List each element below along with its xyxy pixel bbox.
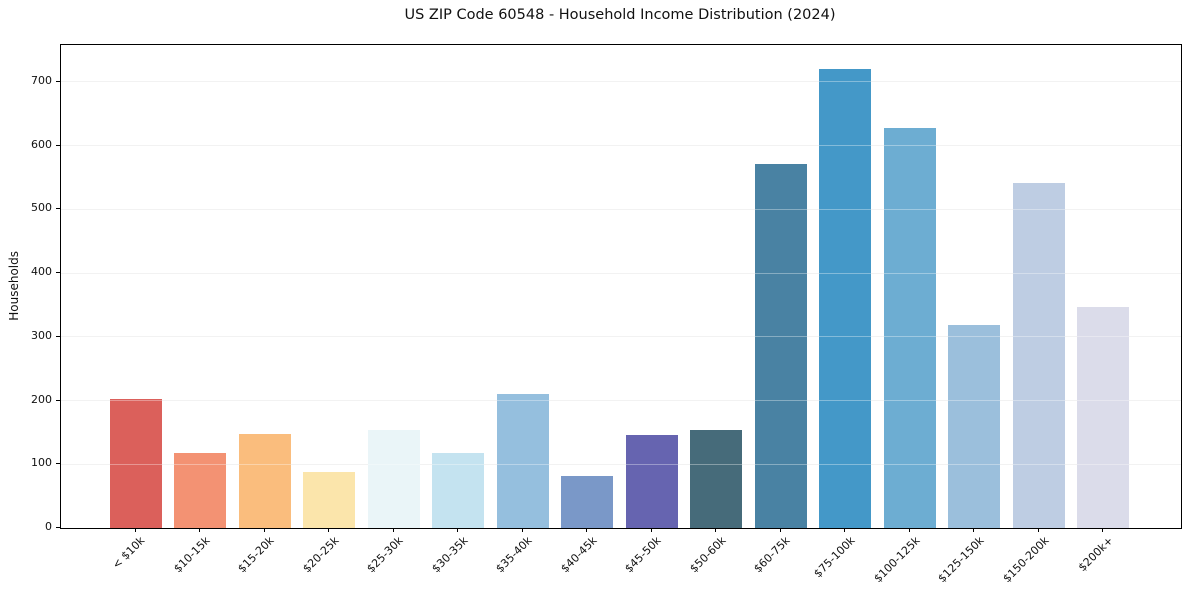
x-tick-5 xyxy=(457,528,459,532)
x-tick-14 xyxy=(1037,528,1039,532)
gridline-y-100 xyxy=(61,463,1181,465)
x-tick-label-75-100k: $75-100k xyxy=(811,534,858,581)
x-tick-7 xyxy=(586,528,588,532)
x-tick-12 xyxy=(908,528,910,532)
x-tick-label-35-40k: $35-40k xyxy=(493,534,535,576)
x-tick-label-100-125k: $100-125k xyxy=(870,534,923,586)
gridline-y-400 xyxy=(61,272,1181,274)
x-tick-label-45-50k: $45-50k xyxy=(622,534,664,576)
x-tick-label-10-15k: $10-15k xyxy=(170,534,213,576)
x-tick-label-25-30k: $25-30k xyxy=(364,534,406,576)
bar-125-150k xyxy=(948,325,1001,528)
bar-35-40k xyxy=(496,393,549,528)
y-tick-label-600: 600 xyxy=(31,137,52,151)
y-tick-0 xyxy=(56,527,60,528)
gridline-y-300 xyxy=(61,336,1181,338)
y-tick-label-200: 200 xyxy=(31,392,52,406)
x-tick-11 xyxy=(844,528,846,532)
gridline-y-600 xyxy=(61,145,1181,147)
gridline-overlay-y-500 xyxy=(61,208,1181,210)
y-tick-label-300: 300 xyxy=(31,328,52,342)
x-tick-label-20-25k: $20-25k xyxy=(300,534,342,576)
x-tick-4 xyxy=(392,528,394,532)
y-tick-600 xyxy=(56,144,60,146)
bar-45-50k xyxy=(625,434,678,528)
gridline-y-200 xyxy=(61,400,1181,402)
bar-10-15k xyxy=(174,453,227,528)
gridline-overlay-y-700 xyxy=(61,81,1181,83)
y-tick-500 xyxy=(56,208,60,210)
bar-100-125k xyxy=(883,127,936,528)
gridline-overlay-y-300 xyxy=(61,336,1181,338)
y-axis-label-wrap: Households xyxy=(2,44,26,527)
y-tick-100 xyxy=(56,463,60,465)
gridline-overlay-y-600 xyxy=(61,145,1181,147)
x-tick-15 xyxy=(1102,528,1104,532)
gridline-y-500 xyxy=(61,208,1181,210)
bar-50-60k xyxy=(690,429,743,528)
bar-10k xyxy=(109,399,162,528)
y-tick-400 xyxy=(56,272,60,274)
y-tick-700 xyxy=(56,80,60,82)
x-tick-label-50-60k: $50-60k xyxy=(687,534,729,576)
x-tick-label-150-200k: $150-200k xyxy=(999,534,1052,586)
x-tick-label-40-45k: $40-45k xyxy=(558,534,600,576)
x-tick-label-60-75k: $60-75k xyxy=(751,534,794,576)
x-tick-label-125-150k: $125-150k xyxy=(935,534,987,586)
bar-40-45k xyxy=(561,475,614,528)
x-tick-label-200k: $200k+ xyxy=(1075,534,1116,575)
x-tick-label-30-35k: $30-35k xyxy=(429,534,471,576)
x-tick-2 xyxy=(263,528,265,532)
bar-15-20k xyxy=(238,434,291,528)
y-tick-200 xyxy=(56,399,60,401)
gridline-overlay-y-200 xyxy=(61,400,1181,402)
x-tick-8 xyxy=(650,528,652,532)
bar-25-30k xyxy=(367,429,420,528)
bar-150-200k xyxy=(1012,182,1065,528)
bar-75-100k xyxy=(819,69,872,528)
y-tick-label-100: 100 xyxy=(31,456,52,470)
bar-200k xyxy=(1077,306,1130,528)
gridline-overlay-y-400 xyxy=(61,272,1181,274)
gridline-y-700 xyxy=(61,81,1181,83)
x-tick-9 xyxy=(715,528,717,532)
chart-title: US ZIP Code 60548 - Household Income Dis… xyxy=(404,7,836,23)
bar-20-25k xyxy=(303,471,356,528)
bar-60-75k xyxy=(754,163,807,528)
x-tick-3 xyxy=(328,528,330,532)
y-tick-label-400: 400 xyxy=(31,265,52,279)
plot-area xyxy=(60,44,1182,529)
x-tick-label-15-20k: $15-20k xyxy=(235,534,277,576)
y-axis-label: Households xyxy=(7,250,21,321)
y-tick-label-0: 0 xyxy=(45,520,52,533)
x-tick-label-10k: < $10k xyxy=(110,534,148,572)
gridline-overlay-y-100 xyxy=(61,463,1181,465)
bar-30-35k xyxy=(432,452,485,528)
x-tick-13 xyxy=(973,528,975,532)
x-tick-1 xyxy=(199,528,201,532)
y-tick-300 xyxy=(56,335,60,337)
y-tick-label-500: 500 xyxy=(31,201,52,215)
x-tick-10 xyxy=(779,528,781,532)
x-tick-6 xyxy=(521,528,523,532)
y-tick-label-700: 700 xyxy=(31,73,52,87)
x-tick-0 xyxy=(134,528,136,532)
